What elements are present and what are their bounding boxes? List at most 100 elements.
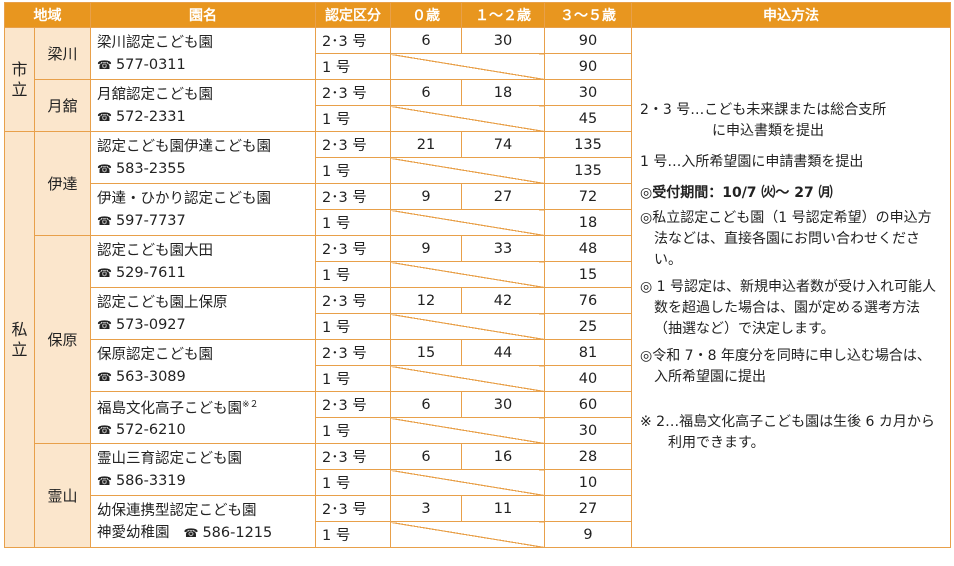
kubun-cell: 1 号 — [315, 417, 391, 444]
area-label: 霊山 — [34, 443, 91, 548]
school-name: 月舘認定こども園 — [97, 84, 315, 106]
phone-icon: ☎ — [97, 265, 112, 280]
kubun-cell: 2･3 号 — [315, 495, 391, 522]
kubun-cell: 1 号 — [315, 313, 391, 340]
region-label: 市立 — [4, 27, 35, 132]
capacity-age35: 25 — [544, 313, 632, 340]
capacity-age35: 60 — [544, 391, 632, 418]
table-row: 1 号 25 — [5, 313, 951, 340]
capacity-age0: 6 — [390, 443, 462, 470]
capacity-age0: 12 — [390, 287, 462, 314]
reception-period: ◎受付期間：10/7 ㈫～ 27 ㈪ — [640, 185, 833, 201]
capacity-age12: 30 — [461, 391, 545, 418]
capacity-age35: 72 — [544, 183, 632, 210]
capacity-age12: 74 — [461, 131, 545, 158]
table-row: 伊達・ひかり認定こども園 ☎ 597-7737 2･3 号 9 27 72 — [5, 183, 951, 236]
tel-number: 572-2331 — [115, 108, 186, 125]
area-label: 保原 — [34, 235, 91, 444]
capacity-age0: 9 — [390, 183, 462, 210]
header-method: 申込方法 — [631, 2, 951, 28]
table-row: 1 号 9 — [5, 521, 951, 548]
not-applicable-cell — [390, 209, 545, 236]
school-name-cell: 伊達・ひかり認定こども園 ☎ 597-7737 — [90, 183, 316, 236]
capacity-age35: 30 — [544, 417, 632, 444]
capacity-age35: 30 — [544, 79, 632, 106]
capacity-age12: 18 — [461, 79, 545, 106]
phone-icon: ☎ — [97, 317, 112, 332]
school-tel: ☎ 529-7611 — [97, 262, 315, 284]
table-row: 1 号 90 — [5, 53, 951, 80]
not-applicable-cell — [390, 521, 545, 548]
table-row: 月舘 月舘認定こども園 ☎ 572-2331 2･3 号 6 18 30 — [5, 79, 951, 132]
kubun-cell: 2･3 号 — [315, 339, 391, 366]
school-name-cell: 福島文化高子こども園※２ ☎ 572-6210 — [90, 391, 316, 444]
header-age0: ０歳 — [390, 2, 462, 28]
phone-icon: ☎ — [183, 525, 199, 540]
kubun-cell: 1 号 — [315, 209, 391, 236]
capacity-age35: 135 — [544, 157, 632, 184]
capacity-age0: 21 — [390, 131, 462, 158]
table-row: 1 号 18 — [5, 209, 951, 236]
kubun-cell: 1 号 — [315, 53, 391, 80]
tel-number: 586-1215 — [202, 524, 273, 541]
school-name-text: 幼保連携型認定こども園 — [97, 502, 257, 519]
not-applicable-cell — [390, 157, 545, 184]
tel-number: 572-6210 — [115, 422, 186, 439]
phone-icon: ☎ — [97, 473, 112, 488]
tel-number: 586-3319 — [115, 472, 186, 489]
kubun-cell: 1 号 — [315, 157, 391, 184]
school-name-cell: 認定こども園伊達こども園 ☎ 583-2355 — [90, 131, 316, 184]
phone-icon: ☎ — [97, 213, 112, 228]
capacity-age12: 42 — [461, 287, 545, 314]
phone-icon: ☎ — [97, 109, 112, 124]
school-name: 認定こども園伊達こども園 — [97, 136, 315, 158]
table-row: 認定こども園上保原 ☎ 573-0927 2･3 号 12 42 76 — [5, 287, 951, 340]
school-name: 伊達・ひかり認定こども園 — [97, 188, 315, 210]
kubun-cell: 1 号 — [315, 261, 391, 288]
header-area: 地域 — [4, 2, 91, 28]
capacity-age0: 3 — [390, 495, 462, 522]
region-label: 私立 — [4, 131, 35, 548]
kubun-cell: 2･3 号 — [315, 27, 391, 54]
kubun-cell: 1 号 — [315, 105, 391, 132]
school-tel: ☎ 577-0311 — [97, 54, 315, 76]
school-name-cell: 霊山三育認定こども園 ☎ 586-3319 — [90, 443, 316, 496]
school-tel: ☎ 572-2331 — [97, 106, 315, 128]
tel-number: 563-3089 — [115, 368, 186, 385]
method-line-23: 2・3 号…こども未来課または総合支所 に申込書類を提出 — [640, 100, 944, 142]
school-tel: ☎ 586-3319 — [97, 470, 315, 492]
not-applicable-cell — [390, 417, 545, 444]
method-selection-note: ◎ 1 号認定は、新規申込者数が受け入れ可能人数を超過した場合は、園が定める選考… — [640, 279, 937, 337]
capacity-age35: 90 — [544, 53, 632, 80]
capacity-age0: 6 — [390, 27, 462, 54]
capacity-age35: 18 — [544, 209, 632, 236]
header-name: 園名 — [90, 2, 316, 28]
header-kubun: 認定区分 — [315, 2, 391, 28]
kubun-cell: 1 号 — [315, 521, 391, 548]
capacity-age35: 40 — [544, 365, 632, 392]
header-age35: ３～５歳 — [544, 2, 632, 28]
school-name: 認定こども園上保原 — [97, 292, 315, 314]
not-applicable-cell — [390, 53, 545, 80]
kubun-cell: 2･3 号 — [315, 391, 391, 418]
table-row: 1 号 10 — [5, 469, 951, 496]
school-name-text: 認定こども園上保原 — [97, 294, 228, 311]
school-name: 霊山三育認定こども園 — [97, 448, 315, 470]
application-method-cell: 2・3 号…こども未来課または総合支所 に申込書類を提出 1 号…入所希望園に申請書… — [631, 27, 951, 548]
school-name-cell: 認定こども園上保原 ☎ 573-0927 — [90, 287, 316, 340]
kubun-cell: 2･3 号 — [315, 287, 391, 314]
nursery-table: 地域 園名 認定区分 ０歳 １～２歳 ３～５歳 申込方法 市立 梁川 梁川認定こども… — [4, 2, 951, 548]
table-row: 保原 認定こども園大田 ☎ 529-7611 2･3 号 9 33 48 — [5, 235, 951, 444]
capacity-age35: 27 — [544, 495, 632, 522]
kubun-cell: 2･3 号 — [315, 131, 391, 158]
method-private-note: ◎私立認定こども園（1 号認定希望）の申込方法などは、直接各園にお問い合わせくだ… — [640, 210, 932, 268]
school-name: 福島文化高子こども園※２ — [97, 394, 315, 420]
table-row: 市立 梁川 梁川認定こども園 ☎ 577-0311 2･3 号 6 30 90 2・3 号…こども… — [4, 27, 951, 548]
capacity-age35: 15 — [544, 261, 632, 288]
school-tel: 神愛幼稚園 ☎ 586-1215 — [97, 522, 315, 544]
capacity-age35: 45 — [544, 105, 632, 132]
phone-icon: ☎ — [97, 161, 112, 176]
header-row: 地域 園名 認定区分 ０歳 １～２歳 ３～５歳 申込方法 — [4, 2, 951, 28]
region-label-text: 市立 — [11, 59, 28, 99]
header-age12: １～２歳 — [461, 2, 545, 28]
